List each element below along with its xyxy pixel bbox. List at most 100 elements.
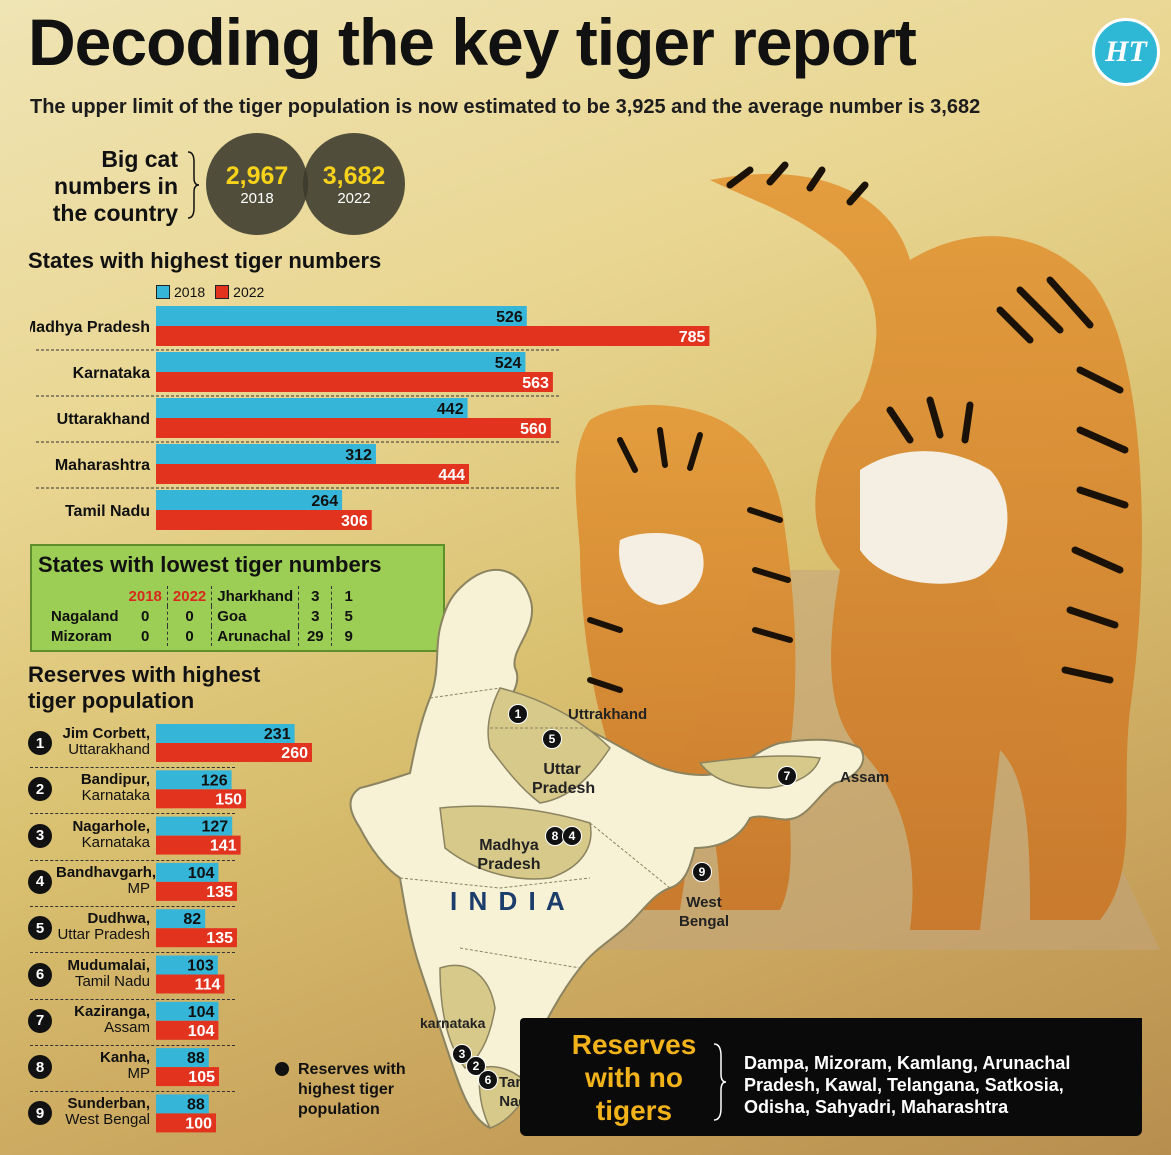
data-label: 306 (341, 513, 368, 530)
reserve-label: Jim Corbett, Uttarakhand (56, 726, 150, 758)
bar-2018 (156, 444, 376, 464)
bar-2018 (156, 770, 232, 790)
table-cell: 0 (141, 607, 150, 625)
chart-legend: 2018 2022 (156, 284, 264, 300)
table-cell: 0 (166, 606, 212, 626)
ht-logo: HT (1092, 18, 1160, 86)
reserve-name: Dudhwa, (87, 910, 151, 928)
bar-2022 (156, 974, 225, 994)
map-marker-6: 6 (478, 1070, 498, 1090)
bar-2018 (156, 398, 468, 418)
legend-label-2022: 2022 (233, 284, 265, 300)
bar-2018 (156, 1001, 219, 1021)
table-cell: 29 (298, 626, 332, 646)
table-row: Mizoram 0 0 Arunachal 29 9 (46, 626, 365, 646)
big-cat-value-2022: 3,682 (322, 161, 386, 190)
bar-2018 (156, 816, 233, 836)
bar-2022 (156, 928, 237, 948)
map-marker-7: 7 (777, 766, 797, 786)
bar-2018 (156, 955, 218, 975)
bar-2022 (156, 1113, 216, 1133)
reserve-name: Nagarhole, (72, 817, 150, 835)
data-label: 444 (438, 467, 465, 484)
data-label: 127 (201, 819, 228, 836)
reserve-state: MP (127, 879, 151, 897)
category-label: Uttarakhand (57, 411, 150, 428)
bar-2018 (156, 909, 206, 929)
reserve-label: Nagarhole, Karnataka (56, 817, 150, 851)
big-cat-value-2018: 2,967 (225, 161, 289, 190)
row-divider (30, 952, 235, 954)
reserve-number: 5 (28, 916, 52, 941)
table-header-2022: 2022 (166, 586, 212, 606)
reserve-name: Bandipur, (80, 771, 150, 789)
data-label: 442 (437, 401, 464, 418)
legend-swatch-2018 (156, 285, 170, 299)
table-cell: Arunachal (211, 626, 299, 646)
bar-2022 (156, 372, 553, 392)
reserve-label: Dudhwa, Uttar Pradesh (56, 911, 150, 943)
data-label: 105 (188, 1069, 215, 1086)
map-label-uttar-pradesh: Uttar Pradesh (532, 761, 596, 797)
no-tigers-title: Reserves with no tigers (571, 1029, 697, 1126)
map-label-assam: Assam (840, 769, 890, 786)
bar-2022 (156, 1020, 219, 1040)
data-label: 312 (345, 447, 372, 464)
big-cat-label: Big cat numbers in the country (52, 146, 178, 226)
table-cell: 3 (298, 586, 332, 606)
states-highest-title: States with highest tiger numbers (28, 248, 382, 273)
brace-icon (713, 1043, 727, 1121)
lowest-states-box: States with lowest tiger numbers 2018 20… (30, 544, 445, 652)
reserve-number: 2 (28, 777, 52, 802)
table-row: 2018 2022 Jharkhand 3 1 (46, 586, 365, 606)
data-label: 104 (188, 1004, 215, 1021)
lowest-states-title: States with lowest tiger numbers (38, 552, 382, 577)
reserves-labels (0, 0, 1, 1)
data-label: 114 (195, 977, 221, 994)
data-label: 563 (522, 375, 549, 392)
reserve-name: Sunderban, (67, 1095, 150, 1113)
map-label-madhya-pradesh: Madhya Pradesh (477, 837, 541, 873)
reserve-number: 7 (28, 1008, 52, 1033)
reserve-label: Mudumalai, Tamil Nadu (56, 956, 150, 990)
map-label-uttarakhand: Uttrakhand (568, 706, 648, 723)
table-cell: 0 (166, 626, 212, 646)
reserve-label: Bandipur, Karnataka (56, 772, 150, 804)
bar-2022 (156, 510, 372, 530)
reserve-state: Uttar Pradesh (57, 926, 150, 944)
reserve-name: Mudumalai, (67, 956, 150, 974)
data-label: 135 (206, 930, 233, 947)
reserve-name: Kaziranga, (74, 1002, 150, 1020)
reserve-state: Tamil Nadu (74, 972, 150, 990)
data-label: 100 (185, 1115, 212, 1132)
reserve-label: Sunderban, West Bengal (56, 1096, 150, 1128)
bar-2018 (156, 352, 526, 372)
reserve-state: Uttarakhand (68, 741, 150, 758)
table-cell: Nagaland (51, 607, 119, 625)
map-marker-1: 1 (508, 704, 528, 724)
map-legend-text: Reserves with highest tiger population (298, 1061, 406, 1118)
data-label: 560 (520, 421, 547, 438)
data-label: 150 (215, 791, 242, 808)
bar-2022 (156, 418, 551, 438)
row-divider (30, 859, 235, 861)
data-label: 526 (496, 309, 523, 326)
page-title: Decoding the key tiger report (28, 5, 917, 79)
reserve-number: 4 (28, 869, 52, 894)
reserve-number: 6 (28, 962, 52, 987)
row-divider (30, 905, 235, 907)
bar-2022 (156, 835, 241, 855)
legend-swatch-2022 (215, 285, 230, 299)
data-label: 264 (311, 493, 338, 510)
table-cell: 5 (331, 606, 365, 626)
data-label: 104 (188, 1023, 215, 1040)
reserve-number: 8 (28, 1055, 52, 1080)
map-label-india: I N D I A (450, 886, 567, 916)
bar-2022 (156, 881, 237, 901)
reserve-state: MP (127, 1065, 151, 1083)
data-label: 82 (183, 911, 201, 928)
data-label: 88 (187, 1096, 205, 1113)
reserve-number: 3 (28, 823, 52, 848)
category-label: Madhya Pradesh (30, 319, 150, 336)
reserve-number: 1 (28, 731, 52, 755)
